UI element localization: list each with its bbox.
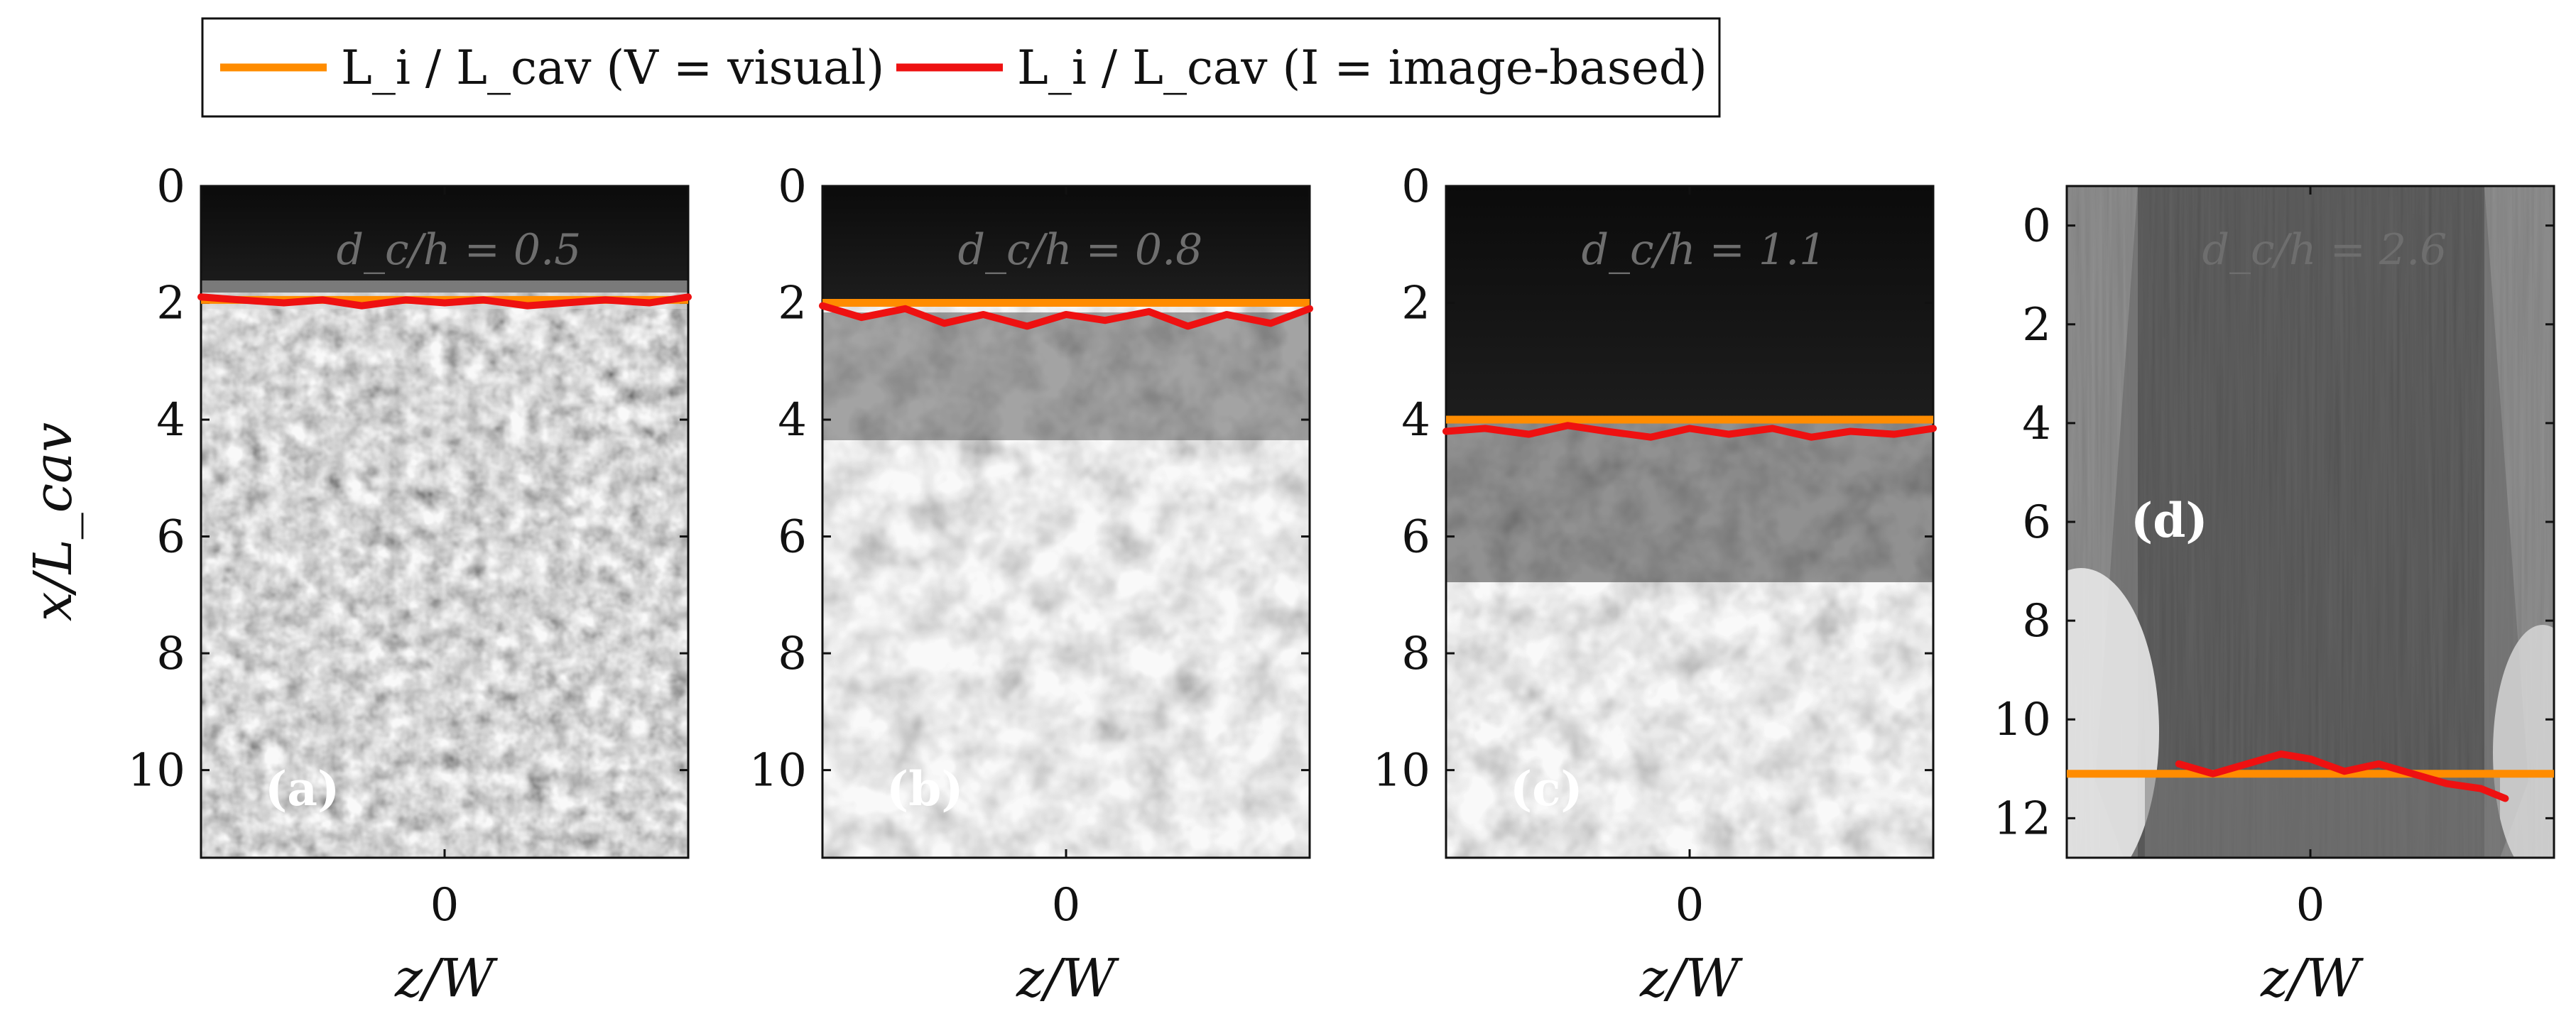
panel-d-ytick-label: 6 xyxy=(2022,496,2051,549)
panel-c-annotation: d_c/h = 1.1 xyxy=(1582,225,1827,275)
panel-c-image-line xyxy=(1442,422,1937,441)
y-axis-label: x/L_cav xyxy=(23,422,84,621)
panel-b-x-axis-label: z/W xyxy=(1016,948,1120,1009)
panel-c-label: (c) xyxy=(1510,761,1583,817)
panel-c-ytick-label: 4 xyxy=(1401,394,1430,447)
legend: L_i / L_cav (V = visual) L_i / L_cav (I … xyxy=(201,17,1721,118)
panel-a-annotation: d_c/h = 0.5 xyxy=(337,225,582,275)
panel-a-image xyxy=(201,186,688,858)
panel-b-ytick-label: 10 xyxy=(749,745,807,797)
panel-a-xtick-label: 0 xyxy=(430,879,460,932)
panel-c-ytick-label: 2 xyxy=(1401,278,1430,330)
panel-d-image-line xyxy=(2175,750,2509,802)
panel-d-ytick-label: 2 xyxy=(2022,299,2051,351)
legend-visual-label: L_i / L_cav (V = visual) xyxy=(341,40,884,95)
panel-b-annotation: d_c/h = 0.8 xyxy=(958,225,1203,275)
panel-a-ytick-label: 0 xyxy=(156,160,185,213)
panel-d-ytick-label: 10 xyxy=(1994,694,2051,746)
panel-c-ytick-label: 10 xyxy=(1373,745,1430,797)
panel-b-image xyxy=(822,186,1310,858)
panel-a-ytick-label: 6 xyxy=(156,511,185,564)
panel-c-x-axis-label: z/W xyxy=(1639,948,1744,1009)
panel-d-ytick-label: 4 xyxy=(2022,398,2051,450)
panel-b-xtick-label: 0 xyxy=(1052,879,1081,932)
panel-b-ytick-label: 6 xyxy=(778,511,807,564)
panel-d-annotation: d_c/h = 2.6 xyxy=(2202,225,2447,275)
panel-c-xtick-label: 0 xyxy=(1675,879,1705,932)
panel-d-x-axis-label: z/W xyxy=(2260,948,2364,1009)
panel-c-ytick-label: 6 xyxy=(1401,511,1430,564)
panel-b-image-line xyxy=(819,302,1313,330)
legend-image-label: L_i / L_cav (I = image-based) xyxy=(1017,40,1707,95)
panel-b-ytick-label: 8 xyxy=(778,628,807,680)
panel-a-image-line xyxy=(197,293,692,310)
panel-d-ytick-label: 8 xyxy=(2022,595,2051,648)
panel-d-xtick-label: 0 xyxy=(2296,879,2325,932)
panel-c-ytick-label: 8 xyxy=(1401,628,1430,680)
panel-a-label: (a) xyxy=(265,761,339,817)
panel-b-ytick-label: 4 xyxy=(778,394,807,447)
panel-d-label: (d) xyxy=(2131,493,2208,548)
panel-c-ytick-label: 0 xyxy=(1401,160,1430,213)
panel-b-ytick-label: 2 xyxy=(778,278,807,330)
panel-a-ytick-label: 2 xyxy=(156,278,185,330)
panel-a-ytick-label: 4 xyxy=(156,394,185,447)
panel-d-image xyxy=(2067,186,2554,858)
panel-d-ytick-label: 12 xyxy=(1994,792,2051,845)
panel-b-ytick-label: 0 xyxy=(778,160,807,213)
panel-a-ytick-label: 8 xyxy=(156,628,185,680)
panel-c-image xyxy=(1446,186,1933,858)
panel-a-ytick-label: 10 xyxy=(128,745,185,797)
panel-b-label: (b) xyxy=(886,761,964,817)
panel-a-x-axis-label: z/W xyxy=(394,948,499,1009)
panel-d-ytick-label: 0 xyxy=(2022,200,2051,253)
